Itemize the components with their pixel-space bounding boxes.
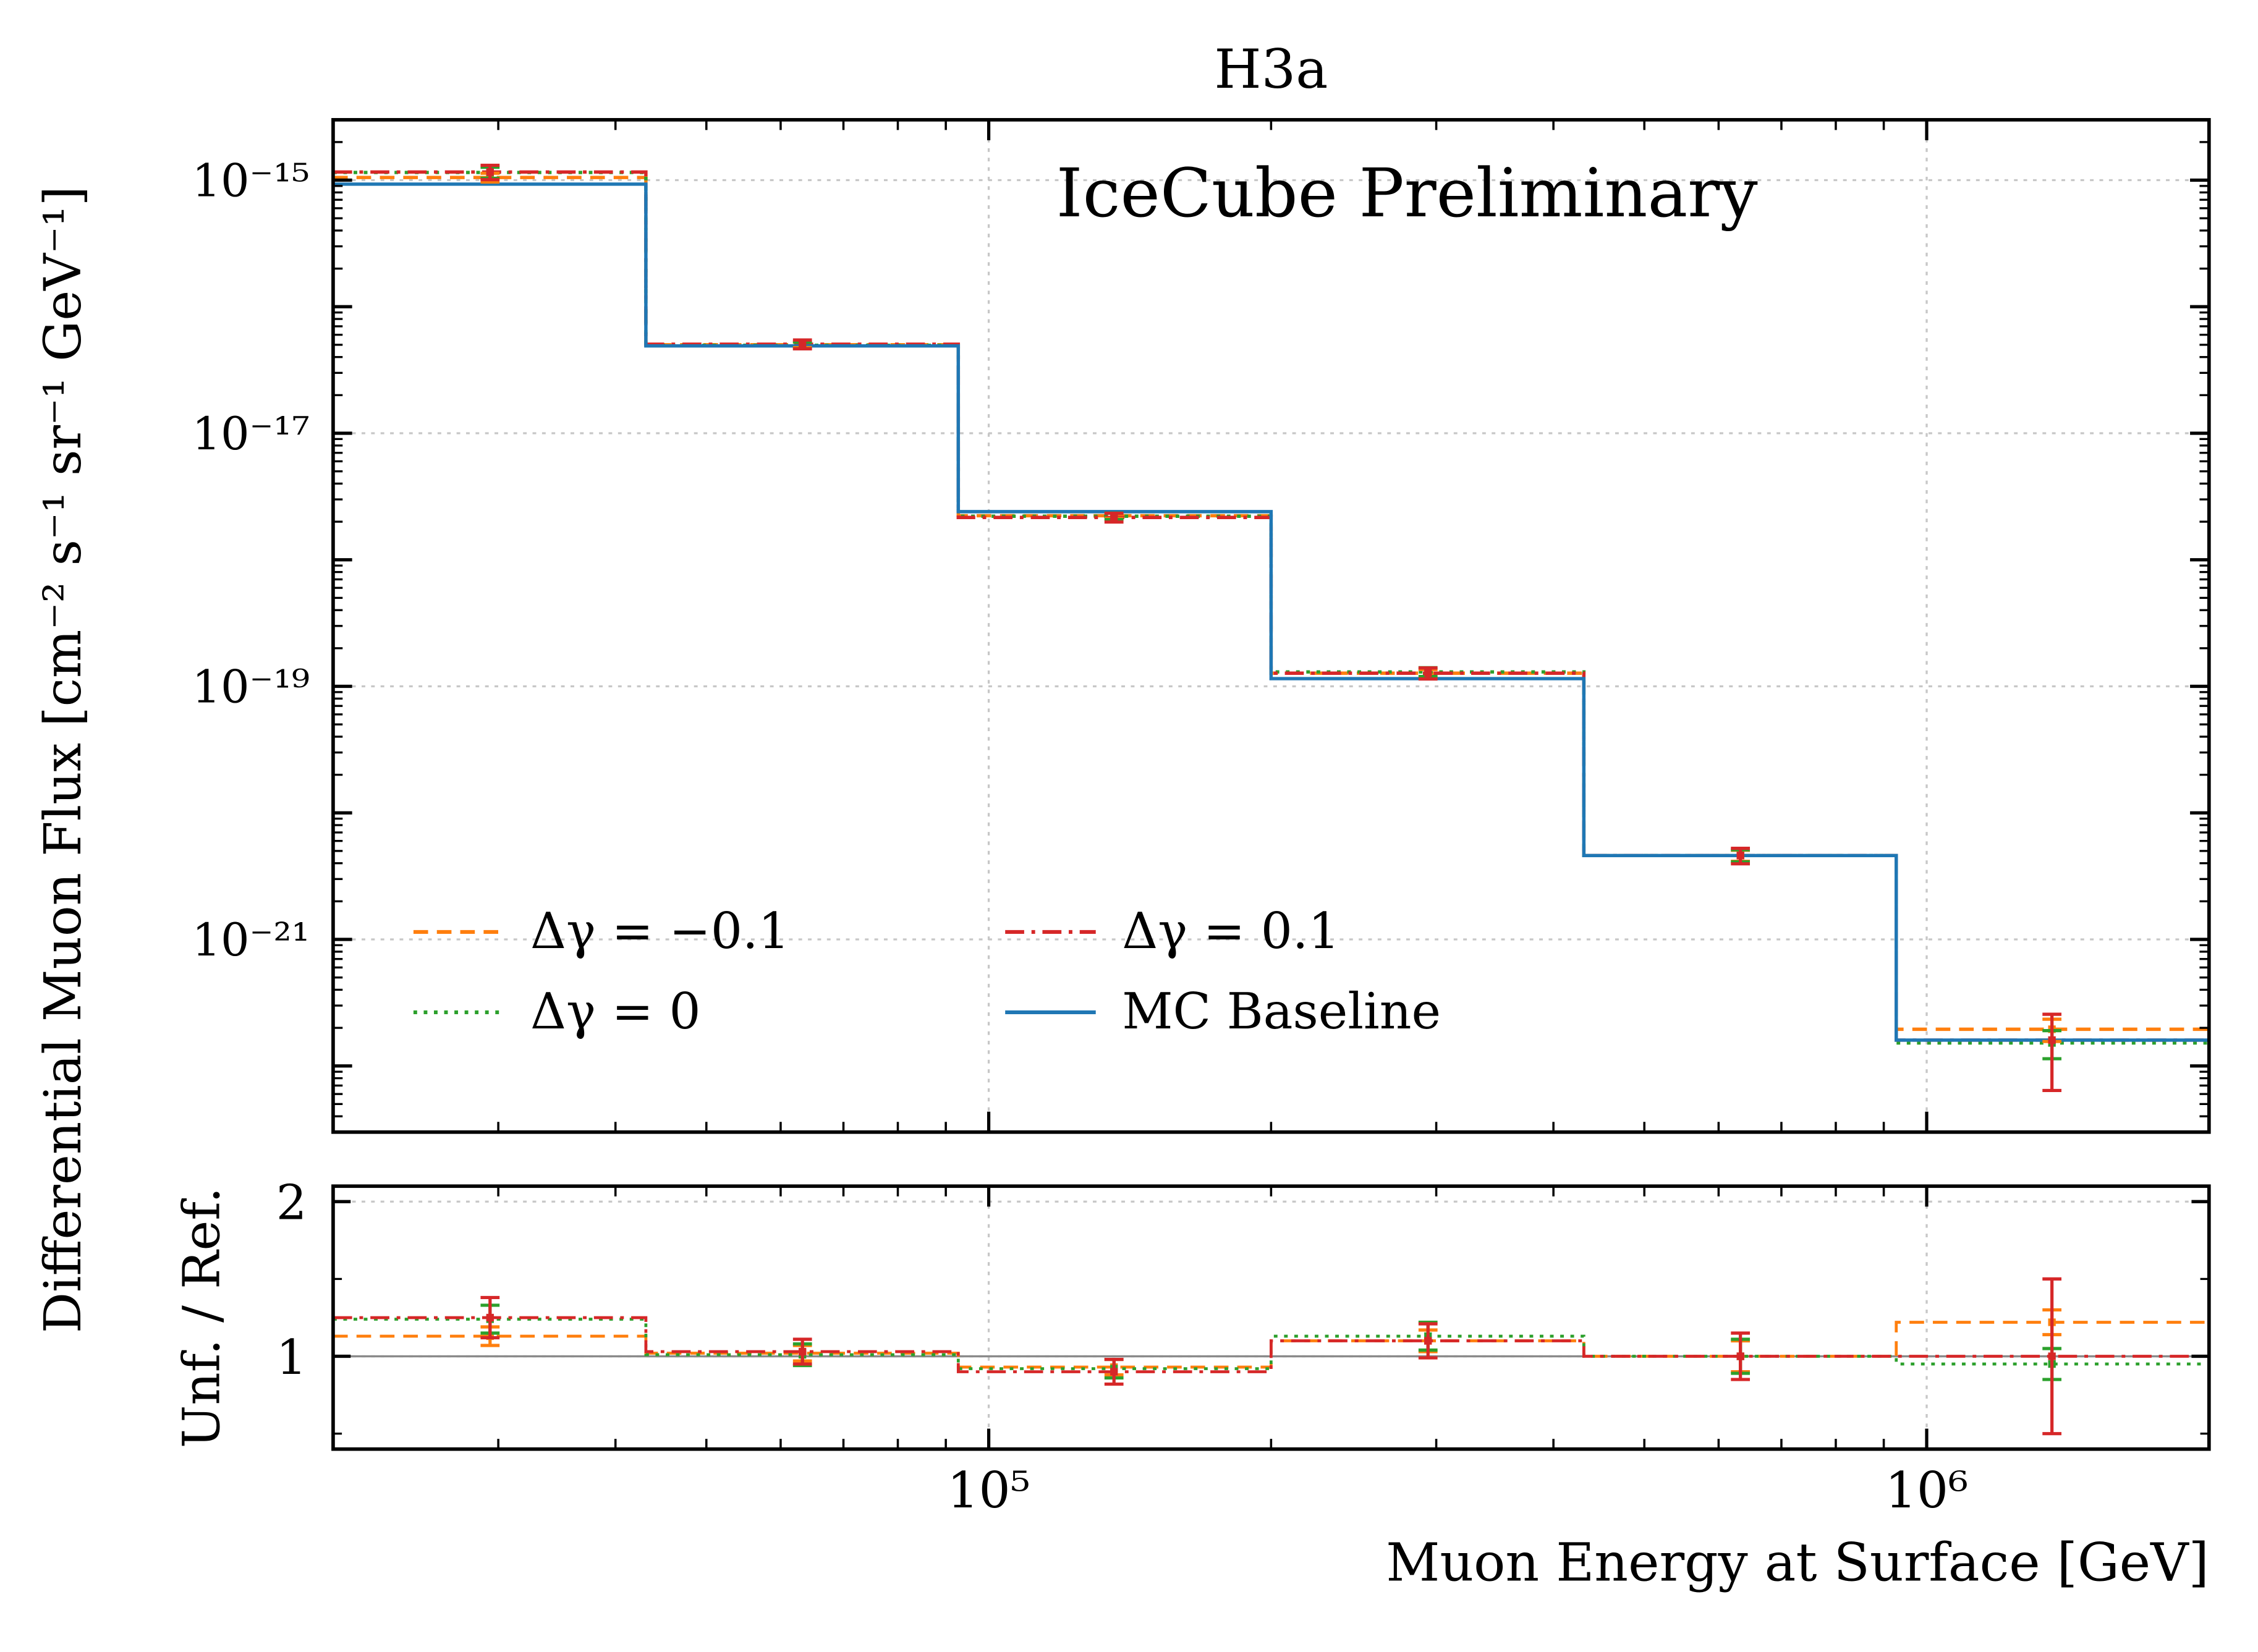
errorbar-marker bbox=[2048, 1352, 2056, 1360]
top-panel-errorbars bbox=[480, 163, 2062, 1093]
errorbar-marker bbox=[1736, 852, 1744, 860]
x-axis-label: Muon Energy at Surface [GeV] bbox=[1386, 1532, 2209, 1593]
legend-entry: MC Baseline bbox=[1005, 982, 1441, 1040]
errorbar-marker bbox=[1736, 1352, 1744, 1360]
errorbar-marker bbox=[799, 1347, 807, 1356]
ratio-panel-series bbox=[333, 1316, 2209, 1373]
errorbar-marker bbox=[799, 340, 807, 349]
ratio-panel-errorbars bbox=[480, 1277, 2062, 1436]
errorbar-marker bbox=[486, 1313, 494, 1322]
y-axis-label-ratio: Unf. / Ref. bbox=[172, 1187, 232, 1449]
xtick-label: 10⁶ bbox=[1885, 1461, 1968, 1519]
top-panel-series bbox=[333, 170, 2209, 1045]
errorbar-marker bbox=[1110, 514, 1118, 522]
ytick-label-ratio: 2 bbox=[276, 1175, 307, 1231]
errorbar-marker bbox=[1110, 1368, 1118, 1376]
y-axis-label-flux: Differential Muon Flux [cm⁻² s⁻¹ sr⁻¹ Ge… bbox=[33, 186, 93, 1333]
legend-label: MC Baseline bbox=[1122, 982, 1441, 1040]
legend-label: Δγ = 0 bbox=[530, 982, 701, 1040]
axis-ticks bbox=[333, 119, 2209, 1449]
top-panel-gridlines bbox=[333, 119, 2209, 1132]
errorbar-marker bbox=[1424, 1337, 1432, 1345]
ratio-step-Δγ = 0.1 bbox=[333, 1316, 2209, 1373]
legend-entry: Δγ = −0.1 bbox=[413, 902, 790, 960]
flux-step-MC Baseline bbox=[333, 182, 2209, 1042]
ytick-label-ratio: 1 bbox=[276, 1330, 307, 1386]
xtick-label: 10⁵ bbox=[947, 1461, 1030, 1519]
errorbar-marker bbox=[1424, 669, 1432, 677]
legend-entry: Δγ = 0.1 bbox=[1005, 902, 1340, 960]
legend-label: Δγ = −0.1 bbox=[530, 902, 790, 960]
plot-title: H3a bbox=[1214, 38, 1328, 101]
legend-entry: Δγ = 0 bbox=[413, 982, 701, 1040]
ytick-label-flux: 10⁻¹⁷ bbox=[192, 408, 310, 460]
legend: Δγ = −0.1 Δγ = 0 Δγ = 0.1 MC Baseline bbox=[413, 902, 1441, 1040]
legend-label: Δγ = 0.1 bbox=[1122, 902, 1339, 960]
ytick-label-flux: 10⁻¹⁵ bbox=[192, 155, 310, 208]
axis-tick-labels: 10⁻¹⁵ 10⁻¹⁷ 10⁻¹⁹ 10⁻²¹ 1 2 10⁵ 10⁶ bbox=[192, 155, 1968, 1520]
errorbar-marker bbox=[486, 168, 494, 176]
ytick-label-flux: 10⁻¹⁹ bbox=[192, 661, 310, 713]
errorbar-marker bbox=[2048, 1036, 2056, 1044]
watermark: IceCube Preliminary bbox=[1056, 154, 1759, 232]
ytick-label-flux: 10⁻²¹ bbox=[192, 914, 310, 967]
